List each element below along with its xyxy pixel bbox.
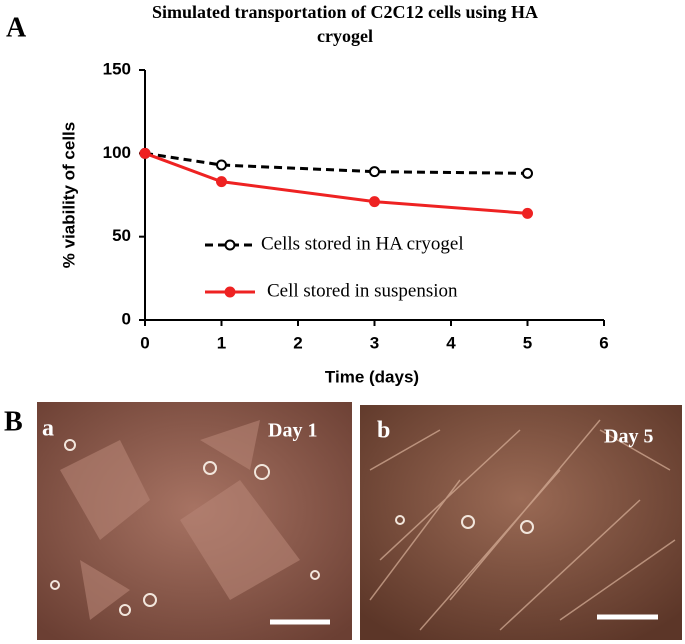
round-cells [395,515,534,534]
x-axis-label: Time (days) [325,367,419,386]
x-tick-label: 1 [217,333,226,352]
data-point [216,159,227,171]
x-tick-label: 2 [293,333,302,352]
image-label: b [377,418,390,444]
legend-marker [224,239,236,251]
y-tick-label: 50 [112,226,131,245]
image-label: a [42,416,54,442]
micrograph-b [360,405,682,640]
data-point [522,167,533,179]
data-point [522,207,533,219]
image-bg [360,405,682,640]
x-tick-label: 3 [370,333,379,352]
micrograph-a [37,402,352,640]
legend-label: Cells stored in HA cryogel [261,233,464,254]
panel-label: A [6,12,27,43]
y-tick-label: 100 [103,143,131,162]
y-tick-label: 150 [103,59,131,78]
legend-marker [224,286,236,298]
y-tick-label: 0 [122,309,131,328]
cell-fibers [369,419,676,631]
series-line [144,151,528,215]
chart-title: Simulated transportation of C2C12 cells … [151,2,538,46]
panel-label: B [4,406,23,437]
cells [60,420,300,620]
data-point [369,196,380,208]
y-axis-label: % viability of cells [59,122,78,268]
x-tick-label: 0 [140,333,149,352]
image-caption: Day 1 [268,420,317,442]
image-caption: Day 5 [604,426,653,448]
legend-label: Cell stored in suspension [267,280,458,301]
x-tick-label: 5 [523,333,532,352]
x-tick-label: 4 [446,333,456,352]
series-line [144,151,528,175]
title-box: Simulated transportation of C2C12 cells … [151,2,538,46]
x-tick-label: 6 [599,333,608,352]
data-point [139,147,151,159]
data-point [369,166,380,178]
data-point [216,176,227,188]
round-cells [50,439,320,616]
